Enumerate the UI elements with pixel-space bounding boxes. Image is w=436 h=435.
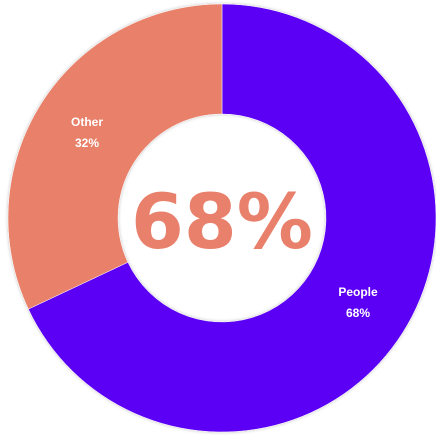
center-value-label: 68% [131, 177, 313, 266]
slice-value-people: 68% [346, 306, 370, 320]
slice-label-people: People [338, 285, 378, 299]
slice-value-other: 32% [75, 136, 99, 150]
slices-layer [7, 3, 436, 433]
slice-label-other: Other [71, 115, 103, 129]
slice-other [7, 3, 223, 310]
slice-people [28, 3, 436, 433]
labels-layer: People 68% Other 32% [71, 115, 378, 320]
